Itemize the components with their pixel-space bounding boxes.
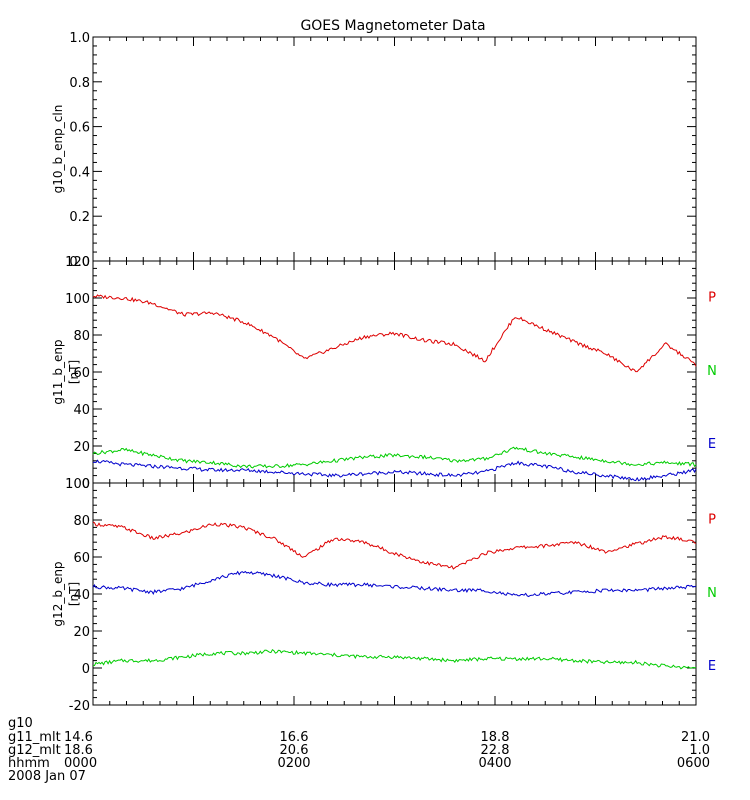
y-tick-label: 0.8 [69, 76, 90, 91]
panel-frame [92, 36, 697, 262]
panel-2: 0 20 40 60 80 100 120 g11_b_enp [nT] P N E [51, 255, 717, 492]
y-tick-label: 0 [82, 477, 90, 492]
y-axis-unit: [nT] [67, 360, 81, 384]
y-axis-label: g11_b_enp [51, 339, 65, 404]
x-tick-label: 21.0 [681, 730, 710, 745]
y-tick-label: 60 [73, 366, 90, 381]
series-line-n [92, 648, 697, 670]
y-axis-label: g10_b_enp_cln [51, 105, 65, 194]
x-tick-label: 20.6 [280, 743, 309, 758]
x-row-label: g10 [8, 716, 33, 731]
legend-e: E [708, 659, 716, 674]
legend-n: N [707, 364, 717, 379]
x-tick-label: 1.0 [689, 743, 710, 758]
panel-3: -20 0 20 40 60 80 100 g12_b_enp [nT] P N E [51, 477, 717, 714]
y-tick-label: 40 [73, 403, 90, 418]
x-tick-label: 0400 [478, 756, 511, 771]
panel-frame [92, 260, 697, 484]
series-line-e [92, 570, 697, 598]
x-tick-label: 18.8 [481, 730, 510, 745]
y-tick-label: 60 [73, 551, 90, 566]
y-tick-label: 0.0 [69, 255, 90, 270]
y-axis-label: g12_b_enp [51, 561, 65, 626]
series-line-n [92, 446, 697, 469]
date-label: 2008 Jan 07 [8, 769, 86, 784]
chart-title: GOES Magnetometer Data [300, 18, 485, 34]
series-line-e [92, 459, 697, 482]
y-tick-label: 0.4 [69, 165, 90, 180]
x-tick-label: 16.6 [280, 730, 309, 745]
legend-p: P [708, 513, 716, 528]
y-tick-label: 0 [82, 662, 90, 677]
series-line-p [92, 294, 697, 373]
series-line-p [92, 521, 697, 570]
y-tick-label: 0.6 [69, 121, 90, 136]
x-tick-label: 18.6 [64, 743, 93, 758]
x-tick-label: 0000 [64, 756, 97, 771]
y-tick-label: 40 [73, 588, 90, 603]
x-row-label: g11_mlt [8, 730, 61, 745]
x-tick-label: 14.6 [64, 730, 93, 745]
y-axis-unit: [nT] [67, 582, 81, 606]
y-tick-label: 20 [73, 625, 90, 640]
legend-n: N [707, 586, 717, 601]
y-tick-label: 0.2 [69, 210, 90, 225]
y-tick-label: 20 [73, 440, 90, 455]
y-tick-label: 120 [65, 255, 90, 270]
y-tick-label: 1.0 [69, 31, 90, 46]
legend-e: E [708, 437, 716, 452]
x-row-label: g12_mlt [8, 743, 61, 758]
y-tick-label: 80 [73, 514, 90, 529]
y-tick-label: 100 [65, 292, 90, 307]
y-tick-label: 100 [65, 477, 90, 492]
x-tick-label: 0600 [677, 756, 710, 771]
panel-frame [92, 482, 697, 706]
legend-p: P [708, 291, 716, 306]
y-tick-label: 80 [73, 329, 90, 344]
x-tick-label: 22.8 [481, 743, 510, 758]
x-tick-label: 0200 [277, 756, 310, 771]
panel-1: 0.0 0.2 0.4 0.6 0.8 1.0 g10_b_enp_cln [51, 31, 697, 270]
y-tick-label: -20 [69, 699, 90, 714]
x-row-label: hhmm [8, 756, 50, 771]
